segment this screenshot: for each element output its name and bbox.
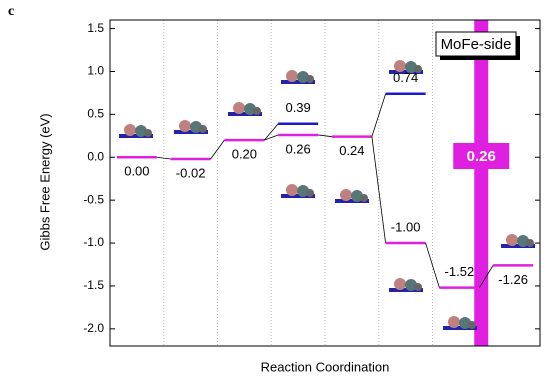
highlight-bar bbox=[474, 20, 489, 346]
y-tick-label: -0.5 bbox=[83, 192, 104, 206]
slab bbox=[119, 134, 153, 138]
y-axis-label: Gibbs Free Energy (eV) bbox=[37, 113, 52, 250]
atom bbox=[244, 103, 256, 115]
atom bbox=[468, 321, 476, 329]
molecule-icon bbox=[501, 234, 535, 248]
connector bbox=[425, 242, 440, 288]
value-label: -1.26 bbox=[498, 272, 528, 287]
atom bbox=[506, 234, 518, 246]
atom bbox=[179, 120, 191, 132]
value-label: 0.24 bbox=[339, 143, 364, 158]
atom bbox=[448, 316, 460, 328]
molecule-icon bbox=[228, 102, 262, 116]
slab bbox=[174, 130, 208, 134]
connector bbox=[264, 123, 279, 141]
connector bbox=[210, 139, 225, 160]
slab bbox=[501, 244, 535, 248]
slab bbox=[389, 70, 423, 74]
atom bbox=[405, 279, 417, 291]
molecule-icon bbox=[281, 184, 315, 198]
atom bbox=[394, 278, 406, 290]
connector bbox=[371, 136, 387, 244]
atom bbox=[306, 189, 314, 197]
connector bbox=[371, 93, 387, 137]
value-label: -0.02 bbox=[176, 165, 206, 180]
connector bbox=[264, 134, 279, 141]
molecule-icon bbox=[443, 316, 477, 330]
y-tick-label: -1.0 bbox=[83, 235, 104, 249]
atom bbox=[297, 71, 309, 83]
connector bbox=[156, 156, 171, 160]
slab bbox=[389, 288, 423, 292]
slab bbox=[281, 194, 315, 198]
atom bbox=[233, 102, 245, 114]
value-label: -1.52 bbox=[445, 264, 475, 279]
atom bbox=[351, 190, 363, 202]
value-label: 0.39 bbox=[285, 100, 310, 115]
plot-frame bbox=[109, 19, 541, 347]
highlight-label: 0.26 bbox=[467, 148, 496, 165]
y-tick-label: 1.5 bbox=[87, 21, 104, 35]
connector bbox=[318, 134, 332, 138]
atom bbox=[124, 124, 136, 136]
atom bbox=[286, 70, 298, 82]
value-label: 0.20 bbox=[232, 147, 257, 162]
atom bbox=[394, 60, 406, 72]
value-label: -1.00 bbox=[391, 219, 421, 234]
atom bbox=[144, 129, 152, 137]
slab bbox=[281, 80, 315, 84]
atom bbox=[253, 107, 261, 115]
atom bbox=[459, 317, 471, 329]
atom bbox=[360, 194, 368, 202]
atom bbox=[190, 121, 202, 133]
value-label: 0.26 bbox=[285, 141, 310, 156]
panel-label: c bbox=[8, 4, 14, 19]
legend-box bbox=[435, 31, 517, 57]
molecule-icon bbox=[174, 120, 208, 134]
y-tick-label: 1.0 bbox=[87, 64, 104, 78]
atom bbox=[306, 75, 314, 83]
atom bbox=[526, 239, 534, 247]
atom bbox=[340, 189, 352, 201]
atom bbox=[517, 235, 529, 247]
slab bbox=[443, 326, 477, 330]
molecule-icon bbox=[281, 70, 315, 84]
molecule-icon bbox=[119, 124, 153, 138]
slab bbox=[335, 199, 369, 203]
legend-label: MoFe-side bbox=[441, 36, 512, 53]
molecule-icon bbox=[335, 189, 369, 203]
molecule-icon bbox=[389, 60, 423, 74]
value-label: 0.00 bbox=[124, 164, 149, 179]
y-tick-label: -2.0 bbox=[83, 321, 104, 335]
atom bbox=[297, 185, 309, 197]
connector bbox=[479, 265, 494, 288]
molecule-icon bbox=[389, 278, 423, 292]
atom bbox=[135, 125, 147, 137]
y-tick-label: -1.5 bbox=[83, 278, 104, 292]
atom bbox=[199, 125, 207, 133]
y-tick-label: 0.0 bbox=[87, 149, 104, 163]
highlight-label-box bbox=[453, 143, 510, 169]
x-axis-label: Reaction Coordination bbox=[261, 359, 390, 374]
atom bbox=[286, 184, 298, 196]
atom bbox=[414, 65, 422, 73]
atom bbox=[414, 283, 422, 291]
y-tick-label: 0.5 bbox=[87, 107, 104, 121]
atom bbox=[405, 61, 417, 73]
slab bbox=[228, 112, 262, 116]
value-label: 0.74 bbox=[393, 70, 418, 85]
